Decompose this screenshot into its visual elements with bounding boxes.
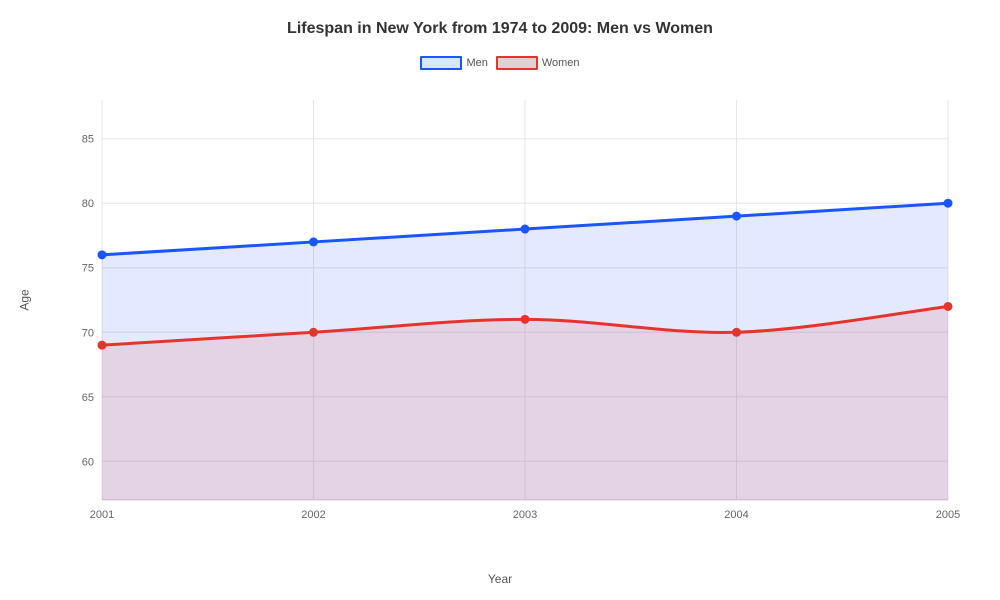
y-axis-label: Age (18, 289, 32, 310)
svg-text:70: 70 (82, 327, 94, 339)
legend-label-women: Women (542, 57, 580, 69)
legend-item-men[interactable]: Men (420, 56, 487, 70)
legend-label-men: Men (466, 57, 487, 69)
svg-text:85: 85 (82, 134, 94, 146)
chart-title: Lifespan in New York from 1974 to 2009: … (0, 0, 1000, 38)
chart-legend: Men Women (0, 56, 1000, 70)
legend-swatch-men (420, 56, 462, 70)
chart-svg: 60 65 70 75 80 85 2001 2002 2003 2004 2005 (60, 90, 960, 540)
x-axis-label: Year (488, 572, 512, 586)
plot-area: 60 65 70 75 80 85 2001 2002 2003 2004 2005 (60, 90, 960, 540)
svg-text:65: 65 (82, 392, 94, 404)
svg-text:2002: 2002 (301, 509, 325, 521)
svg-text:2005: 2005 (936, 509, 960, 521)
legend-item-women[interactable]: Women (496, 56, 580, 70)
chart-container: Lifespan in New York from 1974 to 2009: … (0, 0, 1000, 600)
legend-swatch-women (496, 56, 538, 70)
svg-text:2001: 2001 (90, 509, 114, 521)
svg-text:75: 75 (82, 263, 94, 275)
svg-text:80: 80 (82, 198, 94, 210)
svg-text:2003: 2003 (513, 509, 537, 521)
svg-text:60: 60 (82, 456, 94, 468)
svg-text:2004: 2004 (724, 509, 748, 521)
